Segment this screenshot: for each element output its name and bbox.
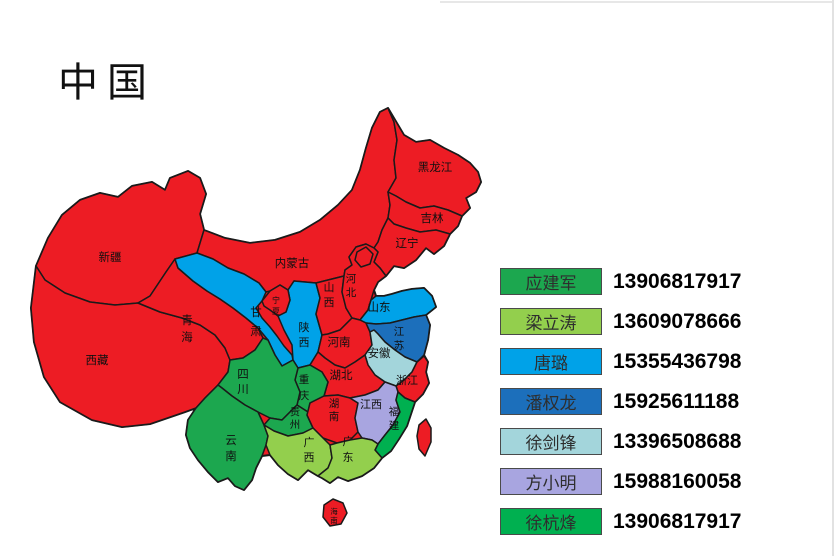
legend-swatch: 徐剑锋 [500, 428, 602, 455]
province-label-liaoning: 辽宁 [396, 236, 419, 250]
province-label-hainan: 海南 [330, 506, 338, 525]
legend-row: 徐剑锋 13396508688 [500, 428, 741, 455]
province-beijing [354, 246, 374, 268]
legend-person-name: 方小明 [525, 474, 577, 493]
province-guangdong [317, 437, 383, 484]
province-label-gansu: 甘肃 [250, 306, 262, 338]
legend-person-name: 唐璐 [534, 354, 568, 373]
legend-row: 方小明 15988160058 [500, 468, 741, 495]
province-shapes [30, 107, 482, 527]
legend-person-name: 徐剑锋 [525, 434, 577, 453]
province-label-ningxia: 宁夏 [272, 295, 280, 316]
province-label-jilin: 吉林 [421, 211, 444, 225]
province-label-henan: 河南 [328, 335, 351, 349]
legend-row: 唐璐 15355436798 [500, 348, 741, 375]
legend-swatch: 应建军 [500, 268, 602, 295]
province-label-sichuan: 四川 [237, 369, 249, 396]
province-label-chongqing: 重庆 [299, 373, 310, 402]
province-taiwan [416, 418, 432, 457]
province-heilongjiang [387, 107, 482, 217]
slide-right-edge-line [832, 0, 834, 556]
province-label-neimenggu: 内蒙古 [275, 256, 310, 270]
province-label-guizhou: 贵州 [290, 405, 301, 431]
province-label-yunnan: 云南 [225, 435, 237, 463]
province-label-fujian: 福建 [389, 405, 400, 432]
slide-top-edge-line [440, 1, 832, 3]
province-label-shaanxi: 陕西 [299, 320, 310, 349]
province-gansu [174, 252, 294, 367]
legend-phone-number: 15988160058 [613, 469, 742, 493]
legend-row: 潘权龙 15925611188 [500, 388, 741, 415]
legend: 应建军 13906817917 梁立涛 13609078666 唐璐 1535543679… [500, 268, 741, 548]
province-yunnan [185, 384, 269, 491]
legend-person-name: 应建军 [525, 274, 577, 293]
province-label-zhejiang: 浙江 [396, 374, 418, 387]
legend-swatch: 唐璐 [500, 348, 602, 375]
legend-swatch: 潘权龙 [500, 388, 602, 415]
province-label-xizang: 西藏 [86, 354, 109, 367]
legend-row: 徐杭烽 13906817917 [500, 508, 741, 535]
province-label-shandong: 山东 [368, 301, 391, 314]
province-label-qinghai: 青海 [181, 314, 193, 344]
legend-swatch: 梁立涛 [500, 308, 602, 335]
province-label-anhui: 安徽 [368, 346, 391, 360]
legend-person-name: 梁立涛 [525, 314, 577, 333]
province-ningxia [261, 284, 291, 317]
province-label-guangxi: 广西 [304, 436, 315, 464]
province-label-xinjiang: 新疆 [99, 250, 122, 264]
legend-swatch: 方小明 [500, 468, 602, 495]
province-label-hunan: 湖南 [329, 398, 340, 423]
legend-phone-number: 15925611188 [613, 389, 740, 413]
province-label-jiangsu: 江苏 [394, 326, 405, 352]
legend-person-name: 徐杭烽 [525, 514, 577, 533]
legend-phone-number: 15355436798 [613, 349, 742, 373]
province-label-hebei: 河北 [346, 273, 357, 299]
legend-row: 应建军 13906817917 [500, 268, 741, 295]
province-hainan [322, 498, 348, 527]
province-label-shanxi: 山西 [324, 281, 335, 309]
legend-phone-number: 13396508688 [613, 429, 742, 453]
province-label-heilongjiang: 黑龙江 [418, 161, 453, 174]
province-label-guangdong: 广东 [343, 435, 354, 464]
legend-phone-number: 13609078666 [613, 309, 742, 333]
legend-swatch: 徐杭烽 [500, 508, 602, 535]
legend-row: 梁立涛 13609078666 [500, 308, 741, 335]
legend-person-name: 潘权龙 [525, 394, 577, 413]
legend-phone-number: 13906817917 [613, 509, 742, 533]
province-label-hubei: 湖北 [330, 368, 353, 382]
page-title: 中国 [58, 60, 156, 105]
province-label-jiangxi: 江西 [360, 398, 382, 411]
legend-phone-number: 13906817917 [613, 269, 742, 293]
